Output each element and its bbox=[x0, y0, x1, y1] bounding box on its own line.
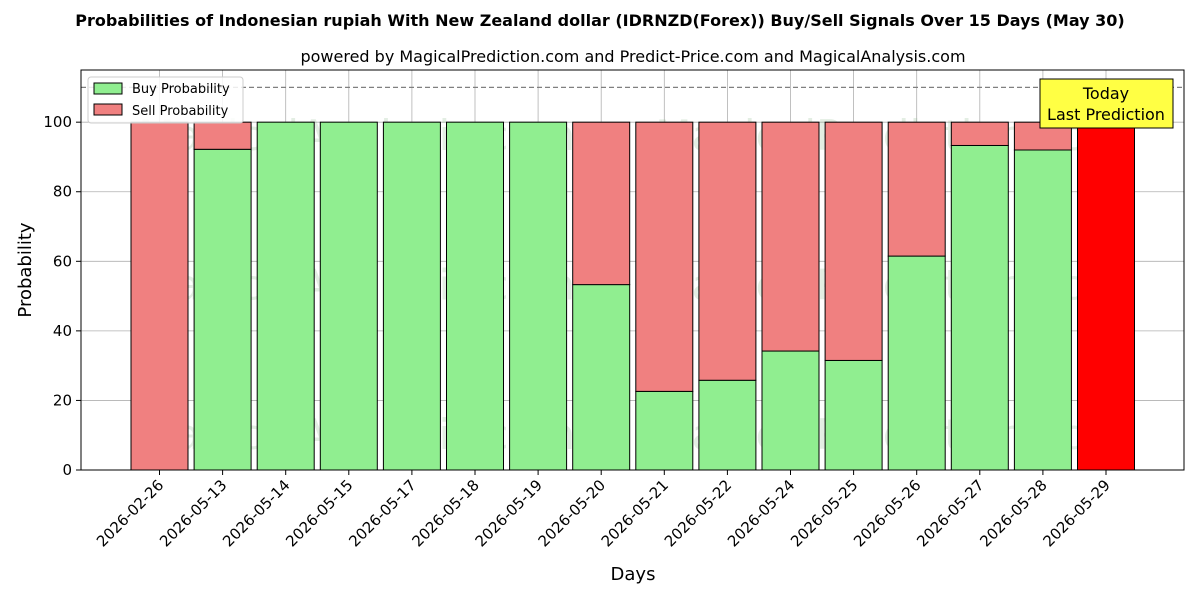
x-tick-label: 2026-05-21 bbox=[598, 476, 672, 550]
x-axis-label: Days bbox=[611, 564, 656, 585]
bar-buy bbox=[635, 390, 694, 471]
annotation-line-1: Today bbox=[1082, 84, 1129, 103]
x-tick-label: 2026-05-19 bbox=[472, 476, 546, 550]
bar-buy bbox=[887, 255, 946, 471]
legend-swatch-sell bbox=[93, 103, 123, 116]
x-tick-label: 2026-05-20 bbox=[535, 476, 609, 550]
y-tick-label: 0 bbox=[62, 461, 72, 479]
legend-label-buy: Buy Probability bbox=[132, 82, 230, 97]
bar-sell bbox=[824, 121, 883, 361]
y-tick-label: 60 bbox=[53, 252, 72, 270]
x-tick-label: 2026-05-27 bbox=[913, 476, 987, 550]
legend-swatch-buy bbox=[93, 82, 123, 95]
x-tick-label: 2026-05-15 bbox=[282, 476, 356, 550]
x-axis: 2026-02-262026-05-132026-05-142026-05-15… bbox=[93, 470, 1114, 550]
y-tick-label: 80 bbox=[53, 183, 72, 201]
plot-frame bbox=[80, 69, 1185, 471]
bar-buy bbox=[572, 284, 631, 471]
bar-sell bbox=[1077, 121, 1135, 471]
today-annotation: Today Last Prediction bbox=[1039, 78, 1174, 129]
chart-subtitle: powered by MagicalPrediction.com and Pre… bbox=[300, 47, 965, 66]
bar-buy bbox=[382, 121, 441, 471]
bar-buy bbox=[319, 121, 378, 471]
bar-buy bbox=[446, 121, 504, 471]
x-tick-label: 2026-05-26 bbox=[850, 476, 924, 550]
bar-buy bbox=[698, 379, 757, 471]
x-tick-label: 2026-05-25 bbox=[787, 476, 861, 550]
bar-buy bbox=[509, 121, 568, 471]
bar-buy bbox=[761, 350, 820, 471]
bar-sell bbox=[761, 121, 820, 352]
annotation-line-2: Last Prediction bbox=[1047, 105, 1165, 124]
bar-buy bbox=[950, 144, 1009, 471]
bar-sell bbox=[572, 121, 631, 286]
x-tick-label: 2026-05-24 bbox=[724, 476, 798, 550]
y-axis: 0 20 40 60 80 100 bbox=[43, 113, 81, 479]
x-tick-label: 2026-05-22 bbox=[661, 476, 735, 550]
legend-box bbox=[87, 76, 244, 124]
legend: Buy Probability Sell Probability bbox=[87, 76, 244, 124]
y-tick-label: 100 bbox=[43, 113, 72, 131]
bar-buy bbox=[824, 359, 883, 471]
bar-sell bbox=[887, 121, 946, 257]
annotation-box bbox=[1039, 78, 1174, 129]
legend-label-sell: Sell Probability bbox=[132, 104, 229, 119]
bar-buy bbox=[256, 121, 315, 471]
x-tick-label: 2026-02-26 bbox=[93, 476, 167, 550]
x-tick-label: 2026-05-29 bbox=[1039, 476, 1113, 550]
bar-sell bbox=[635, 121, 694, 392]
chart-title: Probabilities of Indonesian rupiah With … bbox=[75, 11, 1124, 30]
bar-sell bbox=[193, 121, 252, 150]
x-tick-label: 2026-05-13 bbox=[156, 476, 230, 550]
x-tick-label: 2026-05-14 bbox=[219, 476, 293, 550]
bar-buy bbox=[1013, 149, 1072, 471]
bar-buy bbox=[193, 148, 252, 471]
y-tick-label: 40 bbox=[53, 322, 72, 340]
y-tick-label: 20 bbox=[53, 391, 72, 409]
bar-sell bbox=[130, 121, 189, 471]
x-tick-label: 2026-05-18 bbox=[408, 476, 482, 550]
y-axis-label: Probability bbox=[15, 222, 36, 317]
bar-sell bbox=[698, 121, 757, 381]
bar-sell bbox=[950, 121, 1009, 146]
x-tick-label: 2026-05-28 bbox=[976, 476, 1050, 550]
x-tick-label: 2026-05-17 bbox=[345, 476, 419, 550]
